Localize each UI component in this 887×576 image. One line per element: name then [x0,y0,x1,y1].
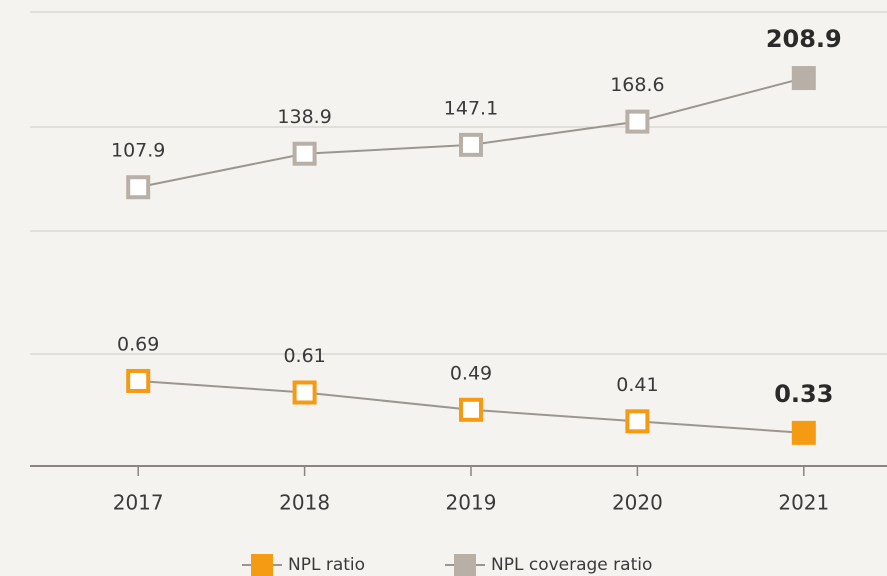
x-tick-label: 2019 [446,491,497,515]
marker [292,380,317,405]
data-label: 0.69 [117,333,159,355]
data-label: 168.6 [610,74,664,96]
marker [126,175,151,200]
legend-label: NPL coverage ratio [491,555,652,575]
marker [459,397,483,422]
legend-marker [454,554,476,576]
x-tick-label: 2020 [612,491,663,515]
data-label: 107.9 [111,140,165,162]
marker [625,409,650,434]
data-label: 138.9 [277,106,331,128]
data-label: 208.9 [766,25,842,53]
data-label: 147.1 [444,97,498,119]
marker [292,141,317,166]
data-label: 0.41 [616,374,658,396]
data-label: 0.61 [283,345,325,367]
marker [625,109,650,134]
marker [126,368,151,393]
marker [791,66,816,91]
marker [459,132,483,157]
legend-label: NPL ratio [288,555,365,575]
data-label: 0.33 [774,380,833,408]
x-tick-label: 2017 [113,491,164,515]
x-tick-label: 2018 [279,491,330,515]
x-tick-label: 2021 [778,491,829,515]
marker [791,420,816,445]
data-label: 0.49 [450,362,492,384]
legend-marker [251,554,273,576]
